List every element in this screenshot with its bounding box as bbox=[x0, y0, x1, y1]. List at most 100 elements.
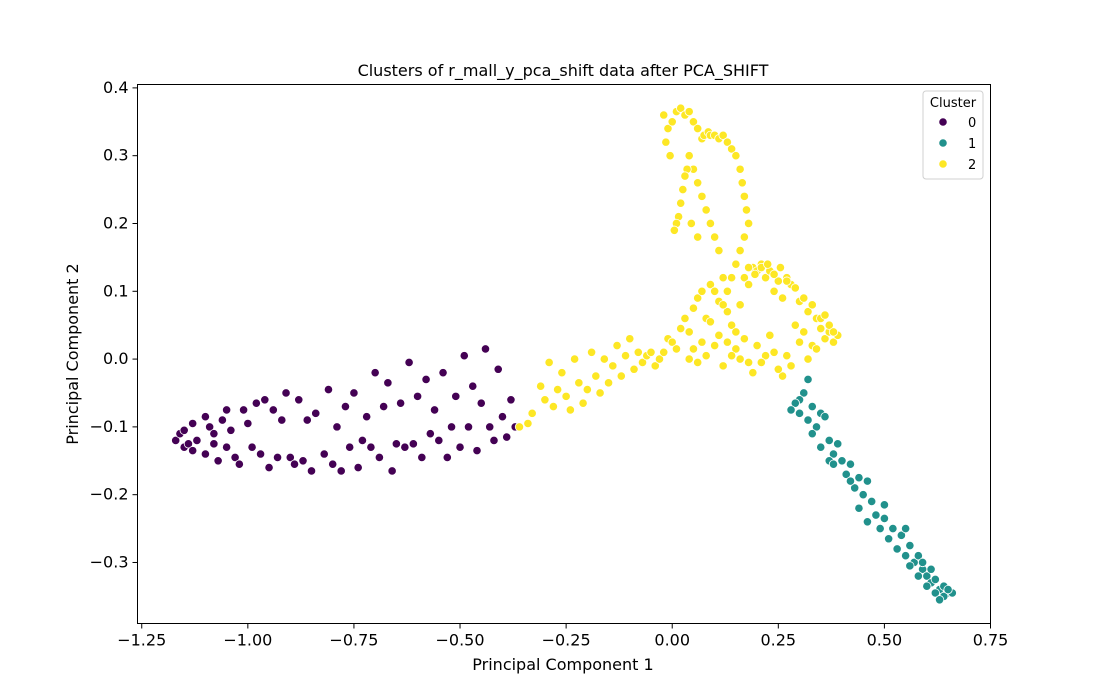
cluster-2-point bbox=[777, 293, 788, 303]
cluster-2-point bbox=[790, 283, 800, 293]
cluster-2-point bbox=[744, 357, 754, 368]
cluster-0-point bbox=[234, 459, 244, 469]
cluster-2-point bbox=[686, 218, 696, 229]
legend-marker-1 bbox=[938, 138, 948, 148]
cluster-2-point bbox=[718, 273, 728, 283]
legend: Cluster 0 1 2 bbox=[922, 90, 984, 180]
cluster-0-point bbox=[260, 395, 270, 405]
cluster-0-point bbox=[226, 425, 236, 435]
cluster-1-point bbox=[833, 439, 843, 449]
cluster-2-point bbox=[671, 344, 682, 354]
cluster-0-point bbox=[442, 452, 452, 462]
cluster-2-point bbox=[811, 344, 822, 354]
cluster-2-point bbox=[727, 351, 737, 361]
x-tick-label: −0.50 bbox=[436, 631, 485, 650]
cluster-0-point bbox=[277, 415, 287, 425]
cluster-1-point bbox=[803, 415, 813, 425]
cluster-2-point bbox=[739, 232, 749, 242]
legend-items: 0 1 2 bbox=[938, 116, 976, 173]
cluster-2-point bbox=[582, 384, 592, 395]
cluster-2-point bbox=[667, 337, 677, 347]
cluster-2-point bbox=[557, 368, 567, 378]
cluster-0-point bbox=[243, 418, 253, 429]
cluster-0-point bbox=[396, 398, 406, 408]
cluster-1-point bbox=[862, 476, 873, 486]
cluster-2-point bbox=[514, 422, 525, 432]
cluster-2-point bbox=[739, 191, 749, 201]
cluster-1-point bbox=[871, 510, 881, 520]
cluster-1-point bbox=[930, 574, 940, 585]
cluster-2-point bbox=[760, 273, 771, 283]
cluster-2-point bbox=[684, 151, 694, 161]
cluster-2-point bbox=[661, 137, 671, 147]
cluster-2-point bbox=[718, 300, 728, 310]
cluster-2-point bbox=[769, 286, 779, 296]
cluster-0-point bbox=[209, 429, 219, 439]
cluster-0-point bbox=[328, 459, 338, 469]
cluster-2-point bbox=[718, 361, 728, 371]
cluster-0-point bbox=[222, 405, 232, 415]
cluster-1-point bbox=[875, 523, 885, 534]
cluster-2-point bbox=[727, 144, 737, 154]
cluster-2-point bbox=[727, 320, 737, 330]
cluster-2-point bbox=[693, 178, 703, 188]
cluster-2-point bbox=[744, 262, 754, 273]
cluster-0-point bbox=[183, 439, 194, 449]
cluster-2-point bbox=[663, 123, 673, 134]
cluster-0-point bbox=[306, 466, 317, 476]
cluster-2-point bbox=[799, 293, 809, 303]
cluster-2-point bbox=[799, 327, 809, 337]
cluster-0-point bbox=[434, 435, 444, 446]
x-tick-label: 0.75 bbox=[973, 631, 1009, 650]
legend-title: Cluster bbox=[930, 96, 977, 111]
cluster-2-point bbox=[684, 327, 694, 337]
cluster-2-point bbox=[684, 354, 694, 364]
cluster-0-point bbox=[455, 442, 465, 452]
cluster-2-point bbox=[769, 269, 779, 279]
y-tick-label: 0.4 bbox=[103, 78, 128, 97]
cluster-2-point bbox=[731, 344, 741, 354]
x-axis-label: Principal Component 1 bbox=[472, 655, 653, 674]
cluster-2-point bbox=[629, 364, 639, 374]
cluster-2-point bbox=[748, 368, 758, 378]
cluster-1-point bbox=[879, 500, 890, 510]
cluster-1-point bbox=[901, 551, 911, 561]
legend-marker-0 bbox=[938, 117, 948, 127]
cluster-2-point bbox=[688, 117, 699, 127]
cluster-0-point bbox=[408, 439, 418, 449]
cluster-0-point bbox=[345, 442, 355, 452]
cluster-0-point bbox=[387, 466, 397, 476]
cluster-0-point bbox=[200, 449, 211, 459]
cluster-0-point bbox=[213, 456, 223, 466]
x-tick-label: 0.50 bbox=[867, 631, 903, 650]
plot-frame bbox=[137, 84, 991, 624]
cluster-1-point bbox=[884, 534, 894, 544]
cluster-2-point bbox=[654, 354, 665, 364]
points-layer bbox=[171, 103, 957, 605]
cluster-0-point bbox=[476, 398, 486, 408]
cluster-0-point bbox=[285, 452, 295, 462]
cluster-1-point bbox=[799, 388, 809, 398]
cluster-1-point bbox=[837, 456, 847, 466]
cluster-1-point bbox=[854, 503, 864, 513]
plot-area bbox=[137, 84, 991, 624]
cluster-2-point bbox=[807, 300, 817, 310]
cluster-0-point bbox=[188, 446, 198, 456]
cluster-2-point bbox=[722, 137, 732, 147]
cluster-0-point bbox=[200, 412, 211, 422]
cluster-2-point bbox=[693, 232, 703, 242]
cluster-2-point bbox=[722, 307, 732, 317]
cluster-2-point bbox=[701, 351, 711, 361]
cluster-2-point bbox=[790, 320, 800, 330]
cluster-2-point bbox=[676, 103, 686, 113]
x-tick-label: −0.75 bbox=[329, 631, 378, 650]
cluster-0-point bbox=[480, 344, 491, 354]
cluster-1-point bbox=[930, 588, 940, 598]
cluster-2-point bbox=[633, 347, 643, 357]
cluster-2-point bbox=[523, 418, 533, 429]
cluster-0-point bbox=[421, 374, 431, 385]
cluster-1-point bbox=[913, 551, 923, 561]
cluster-0-point bbox=[349, 388, 359, 398]
cluster-0-point bbox=[472, 446, 482, 456]
cluster-2-point bbox=[574, 378, 584, 388]
